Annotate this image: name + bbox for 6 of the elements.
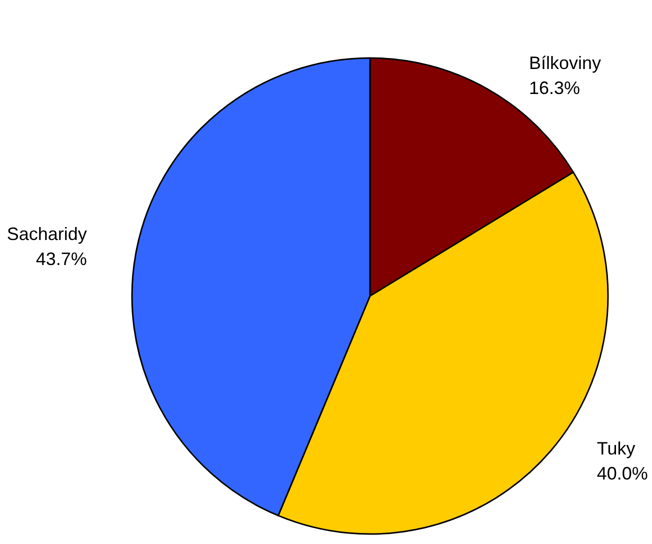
data-label: 40.0% xyxy=(596,463,648,484)
slice-label: Tuky xyxy=(596,438,636,458)
slice-label: Sacharidy xyxy=(6,224,87,244)
slice-label: Bílkoviny xyxy=(528,52,601,73)
data-label: 16.3% xyxy=(528,78,580,98)
data-label: 43.7% xyxy=(36,248,87,269)
